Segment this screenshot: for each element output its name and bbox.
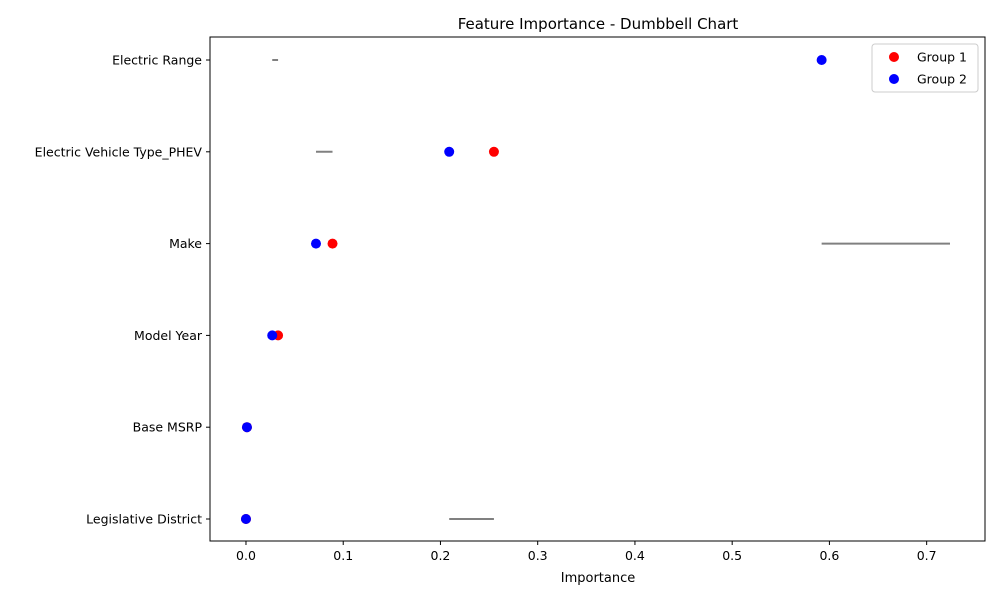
x-tick-label: 0.7 — [917, 548, 937, 563]
legend-label-group-2: Group 2 — [917, 72, 967, 87]
x-axis-label: Importance — [561, 571, 636, 586]
x-tick-label: 0.0 — [236, 548, 256, 563]
y-tick-label: Legislative District — [86, 512, 202, 527]
point-group-2 — [816, 55, 827, 65]
x-axis-ticks: 0.0 0.1 0.2 0.3 0.4 0.5 0.6 0.7 — [236, 541, 937, 563]
point-group-2 — [240, 514, 251, 524]
y-tick-label: Model Year — [134, 328, 203, 343]
y-tick-label: Base MSRP — [133, 420, 203, 435]
point-group-2 — [241, 422, 252, 433]
x-tick-label: 0.1 — [333, 548, 353, 563]
point-group-1 — [488, 146, 499, 157]
plot-area — [209, 36, 986, 542]
y-axis-ticks: Legislative District Base MSRP Model Year M… — [35, 53, 210, 527]
x-tick-label: 0.3 — [528, 548, 548, 563]
chart-title: Feature Importance - Dumbbell Chart — [458, 15, 739, 33]
legend: Group 1 Group 2 — [871, 43, 979, 93]
x-tick-label: 0.2 — [431, 548, 451, 563]
connector-lines — [245, 59, 950, 520]
y-tick-label: Make — [169, 236, 202, 251]
point-group-2 — [444, 146, 455, 157]
x-tick-label: 0.6 — [819, 548, 839, 563]
point-group-2 — [267, 330, 278, 341]
legend-marker-group-2 — [889, 74, 899, 84]
point-group-1 — [327, 238, 338, 249]
y-tick-label: Electric Vehicle Type_PHEV — [35, 144, 203, 159]
point-group-2 — [310, 238, 321, 249]
x-tick-label: 0.5 — [722, 548, 742, 563]
legend-label-group-1: Group 1 — [917, 50, 967, 65]
y-tick-label: Electric Range — [112, 53, 202, 68]
x-tick-label: 0.4 — [625, 548, 645, 563]
legend-marker-group-1 — [889, 52, 899, 62]
